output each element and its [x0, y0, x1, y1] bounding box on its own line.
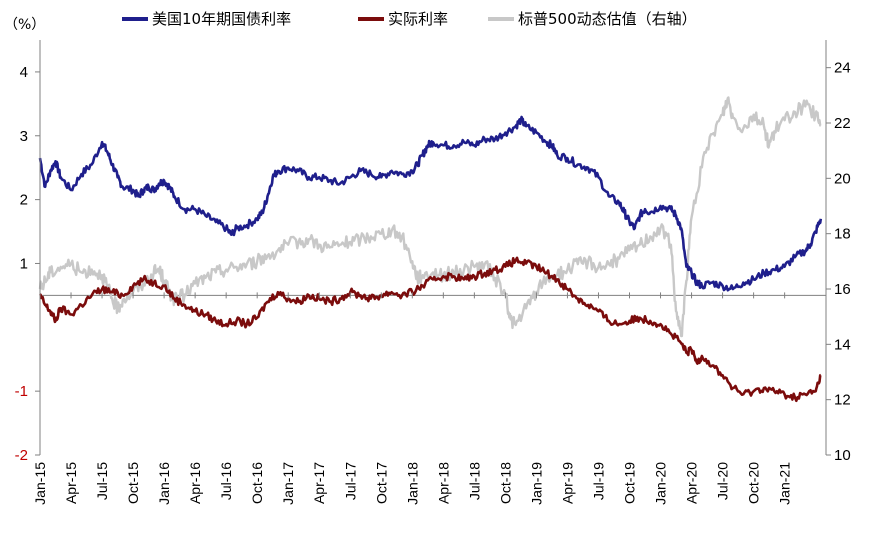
y-left-tick-label: -1 — [15, 383, 28, 400]
y-right-tick-label: 10 — [834, 447, 851, 464]
x-tick-label: Jan-17 — [280, 462, 296, 505]
y-left-tick-label: 2 — [20, 192, 28, 209]
x-tick-label: Oct-20 — [746, 462, 762, 504]
series-line-sp500-pe — [38, 96, 822, 338]
x-tick-label: Jul-19 — [590, 462, 606, 500]
x-tick-label: Jan-16 — [156, 462, 172, 505]
y-axis-right: 24 22 20 18 16 14 12 10 — [825, 40, 851, 464]
y-right-tick-label: 12 — [834, 392, 851, 409]
y-left-tick-label: 4 — [20, 64, 28, 81]
series-line-treasury — [38, 115, 823, 292]
y-right-tick-label: 20 — [834, 170, 851, 187]
x-tick-label: Oct-19 — [622, 462, 638, 504]
x-tick-label: Jul-18 — [466, 462, 482, 500]
x-tick-label: Jan-19 — [528, 462, 544, 505]
series-line-real-rate — [39, 256, 822, 403]
y-right-tick-label: 14 — [834, 336, 851, 353]
x-tick-label: Oct-16 — [249, 462, 265, 504]
x-tick-label: Jul-16 — [218, 462, 234, 500]
y-right-tick-label: 22 — [834, 115, 851, 132]
legend: 美国10年期国债利率 实际利率 标普500动态估值（右轴） — [122, 10, 697, 28]
x-tick-label: Apr-19 — [559, 462, 575, 504]
y-right-tick-label: 24 — [834, 60, 851, 77]
x-tick-label: Apr-15 — [63, 462, 79, 504]
x-tick-label: Jul-20 — [715, 462, 731, 500]
y-right-tick-label: 18 — [834, 226, 851, 243]
legend-label-treasury: 美国10年期国债利率 — [152, 10, 291, 28]
x-tick-label: Jan-20 — [653, 462, 669, 505]
y-left-tick-label: 1 — [20, 255, 28, 272]
x-tick-label: Jan-18 — [404, 462, 420, 505]
x-tick-label: Jul-17 — [342, 462, 358, 500]
x-tick-label: Apr-18 — [435, 462, 451, 504]
x-tick-label: Jan-15 — [32, 462, 48, 505]
x-tick-label: Oct-17 — [373, 462, 389, 504]
y-axis-left: 4 3 2 1 -1 -2 — [15, 40, 41, 464]
x-tick-label: Oct-15 — [125, 462, 141, 504]
x-tick-label: Apr-20 — [684, 462, 700, 504]
x-tick-label: Apr-16 — [187, 462, 203, 504]
legend-label-real-rate: 实际利率 — [388, 10, 448, 28]
x-axis: Jan-15 Apr-15 Jul-15 Oct-15 Jan-16 Apr-16 Jul-… — [32, 292, 793, 505]
y-axis-unit-label: （%） — [4, 17, 45, 33]
x-tick-label: Jul-15 — [94, 462, 110, 500]
x-tick-label: Jan-21 — [777, 462, 793, 505]
x-tick-label: Apr-17 — [311, 462, 327, 504]
y-left-tick-label: -2 — [15, 447, 28, 464]
legend-label-sp500-pe: 标普500动态估值（右轴） — [518, 10, 697, 28]
x-tick-label: Oct-18 — [497, 462, 513, 504]
plot-area — [38, 96, 826, 403]
y-right-tick-label: 16 — [834, 281, 851, 298]
y-left-tick-label: 3 — [20, 128, 28, 145]
